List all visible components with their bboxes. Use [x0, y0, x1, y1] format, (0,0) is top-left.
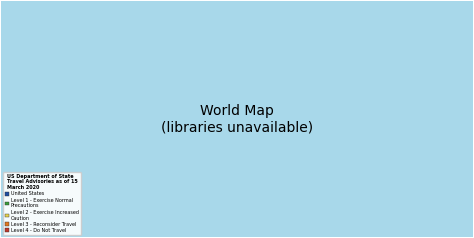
Text: World Map
(libraries unavailable): World Map (libraries unavailable)	[161, 104, 313, 134]
Legend: United States, Level 1 - Exercise Normal
Precautions, Level 2 - Exercise Increas: United States, Level 1 - Exercise Normal…	[3, 172, 81, 235]
